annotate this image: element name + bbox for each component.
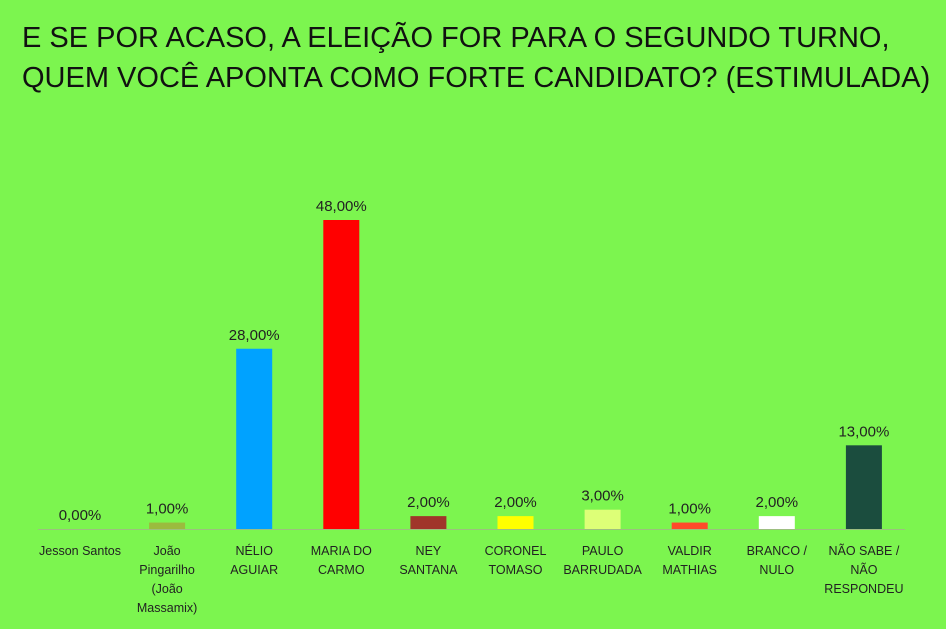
category-label-2-0: NÉLIO [235, 543, 273, 558]
bar-5 [497, 516, 534, 529]
data-label-8: 2,00% [756, 494, 799, 511]
data-label-0: 0,00% [59, 507, 102, 524]
category-label-6-1: BARRUDADA [563, 563, 642, 577]
bar-1 [149, 522, 186, 529]
bar-2 [236, 348, 273, 529]
bar-8 [758, 516, 795, 529]
data-label-4: 2,00% [407, 494, 450, 511]
data-label-1: 1,00% [146, 501, 189, 518]
category-label-5-0: CORONEL [485, 544, 547, 558]
data-label-2: 28,00% [229, 327, 280, 344]
category-label-9-1: NÃO [850, 563, 877, 577]
data-label-7: 1,00% [668, 501, 711, 518]
data-label-6: 3,00% [581, 488, 624, 505]
data-label-5: 2,00% [494, 494, 537, 511]
chart-title: E SE POR ACASO, A ELEIÇÃO FOR PARA O SEG… [22, 22, 931, 94]
category-label-3-1: CARMO [318, 563, 365, 577]
category-label-9-0: NÃO SABE / [828, 544, 899, 558]
category-label-7-1: MATHIAS [662, 563, 717, 577]
category-label-1-3: Massamix) [137, 601, 197, 615]
category-label-9-2: RESPONDEU [824, 582, 903, 596]
category-label-4-0: NEY [416, 544, 442, 558]
category-label-1-2: (João [151, 582, 182, 596]
bar-9 [845, 445, 882, 529]
category-label-6-0: PAULO [582, 544, 624, 558]
category-label-8-0: BRANCO / [747, 544, 808, 558]
bar-3 [323, 220, 360, 529]
bar-4 [410, 516, 447, 529]
category-label-1-1: Pingarilho [139, 563, 195, 577]
data-label-9: 13,00% [838, 423, 889, 440]
bar-7 [671, 522, 708, 529]
category-label-0-0: Jesson Santos [39, 544, 121, 558]
category-label-1-0: João [154, 544, 181, 558]
bar-6 [584, 509, 621, 529]
category-label-7-0: VALDIR [668, 544, 712, 558]
category-label-2-1: AGUIAR [230, 563, 278, 577]
category-label-8-1: NULO [759, 563, 794, 577]
data-label-3: 48,00% [316, 198, 367, 215]
category-label-4-1: SANTANA [399, 563, 458, 577]
category-label-3-0: MARIA DO [311, 544, 372, 558]
category-label-5-1: TOMASO [489, 563, 543, 577]
